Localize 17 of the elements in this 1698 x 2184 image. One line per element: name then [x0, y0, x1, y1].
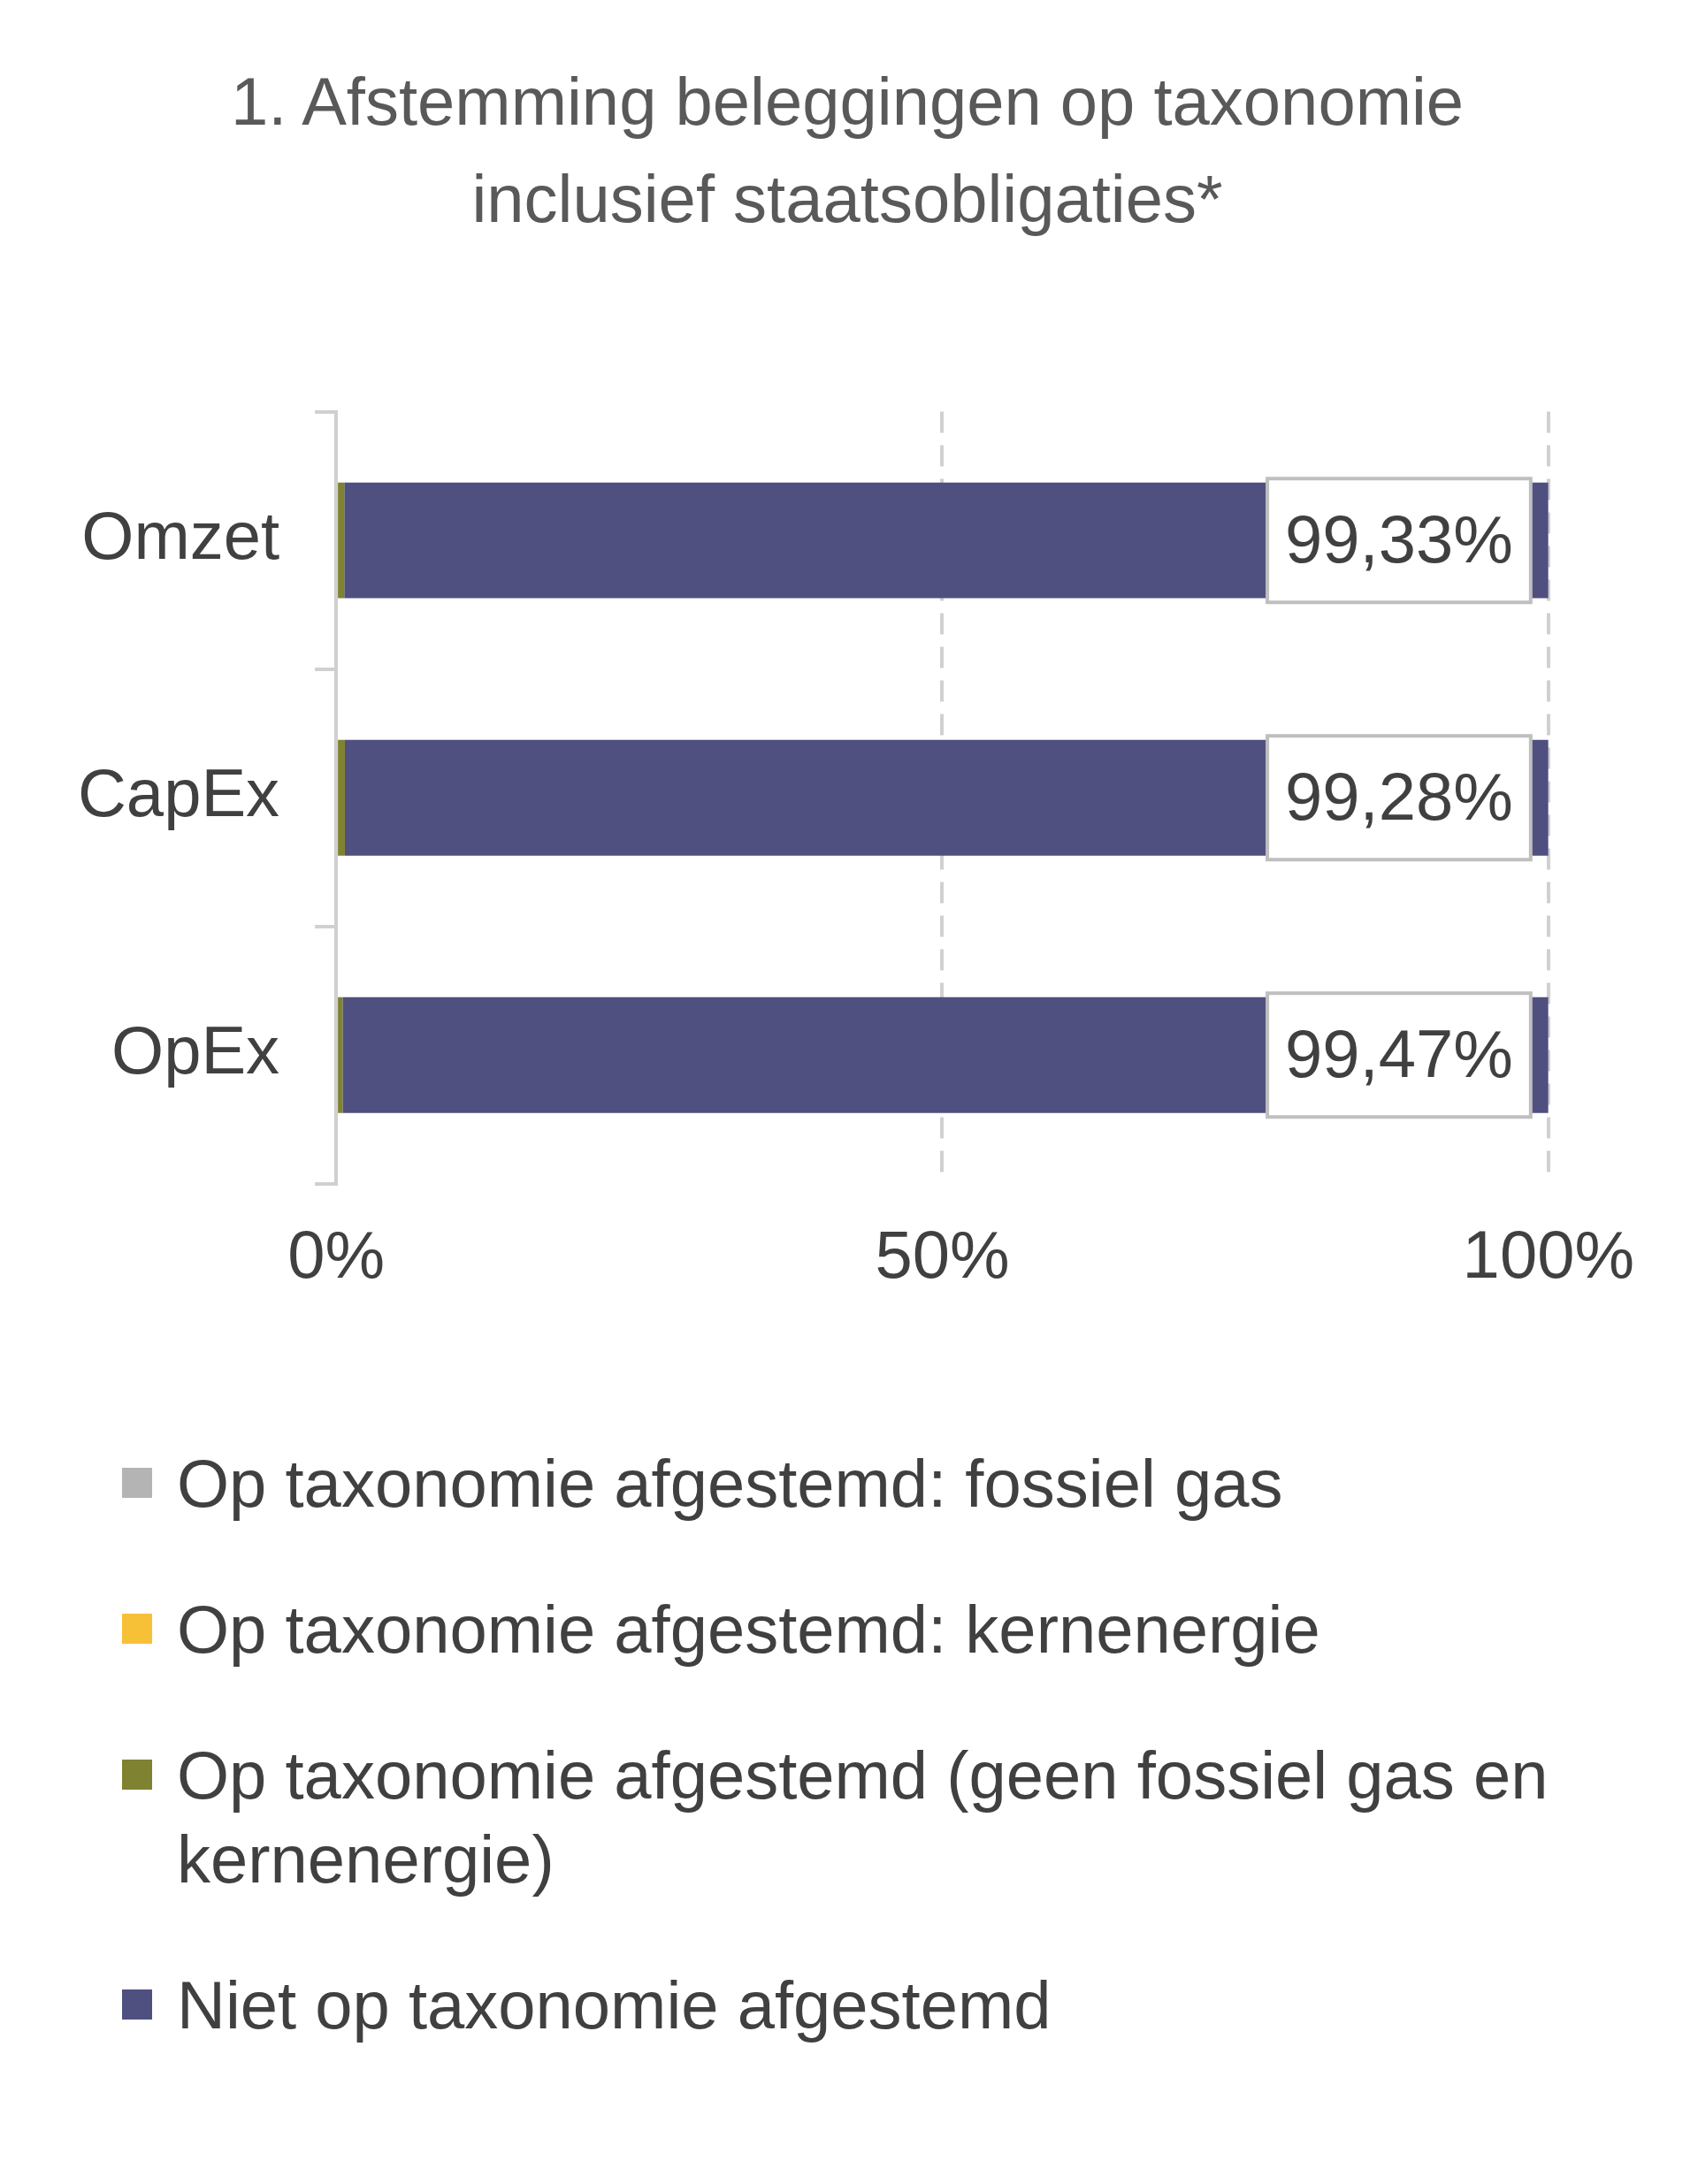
data-label: 99,33% [1285, 501, 1513, 577]
legend-label: Op taxonomie afgestemd: kernenergie [177, 1591, 1320, 1669]
data-label: 99,28% [1285, 759, 1513, 835]
data-label: 99,47% [1285, 1016, 1513, 1092]
legend-label: Niet op taxonomie afgestemd [177, 1966, 1052, 2045]
legend-label: Op taxonomie afgestemd (geen fossiel gas en kernenergie) [177, 1737, 1549, 1899]
y-tick-label: Omzet [81, 498, 280, 574]
bar [338, 483, 345, 599]
y-tick-label: OpEx [111, 1012, 280, 1088]
x-tick-label: 0% [287, 1217, 386, 1293]
y-tick-label: CapEx [77, 755, 280, 831]
bar [338, 997, 343, 1114]
x-tick-label: 100% [1462, 1217, 1635, 1293]
chart-title: 1. Afstemming beleggingen op taxonomie inclusief staatsobligaties* [229, 63, 1465, 239]
x-tick-label: 50% [875, 1217, 1010, 1293]
legend-label: Op taxonomie afgestemd: fossiel gas [177, 1445, 1283, 1523]
bar [338, 740, 345, 857]
